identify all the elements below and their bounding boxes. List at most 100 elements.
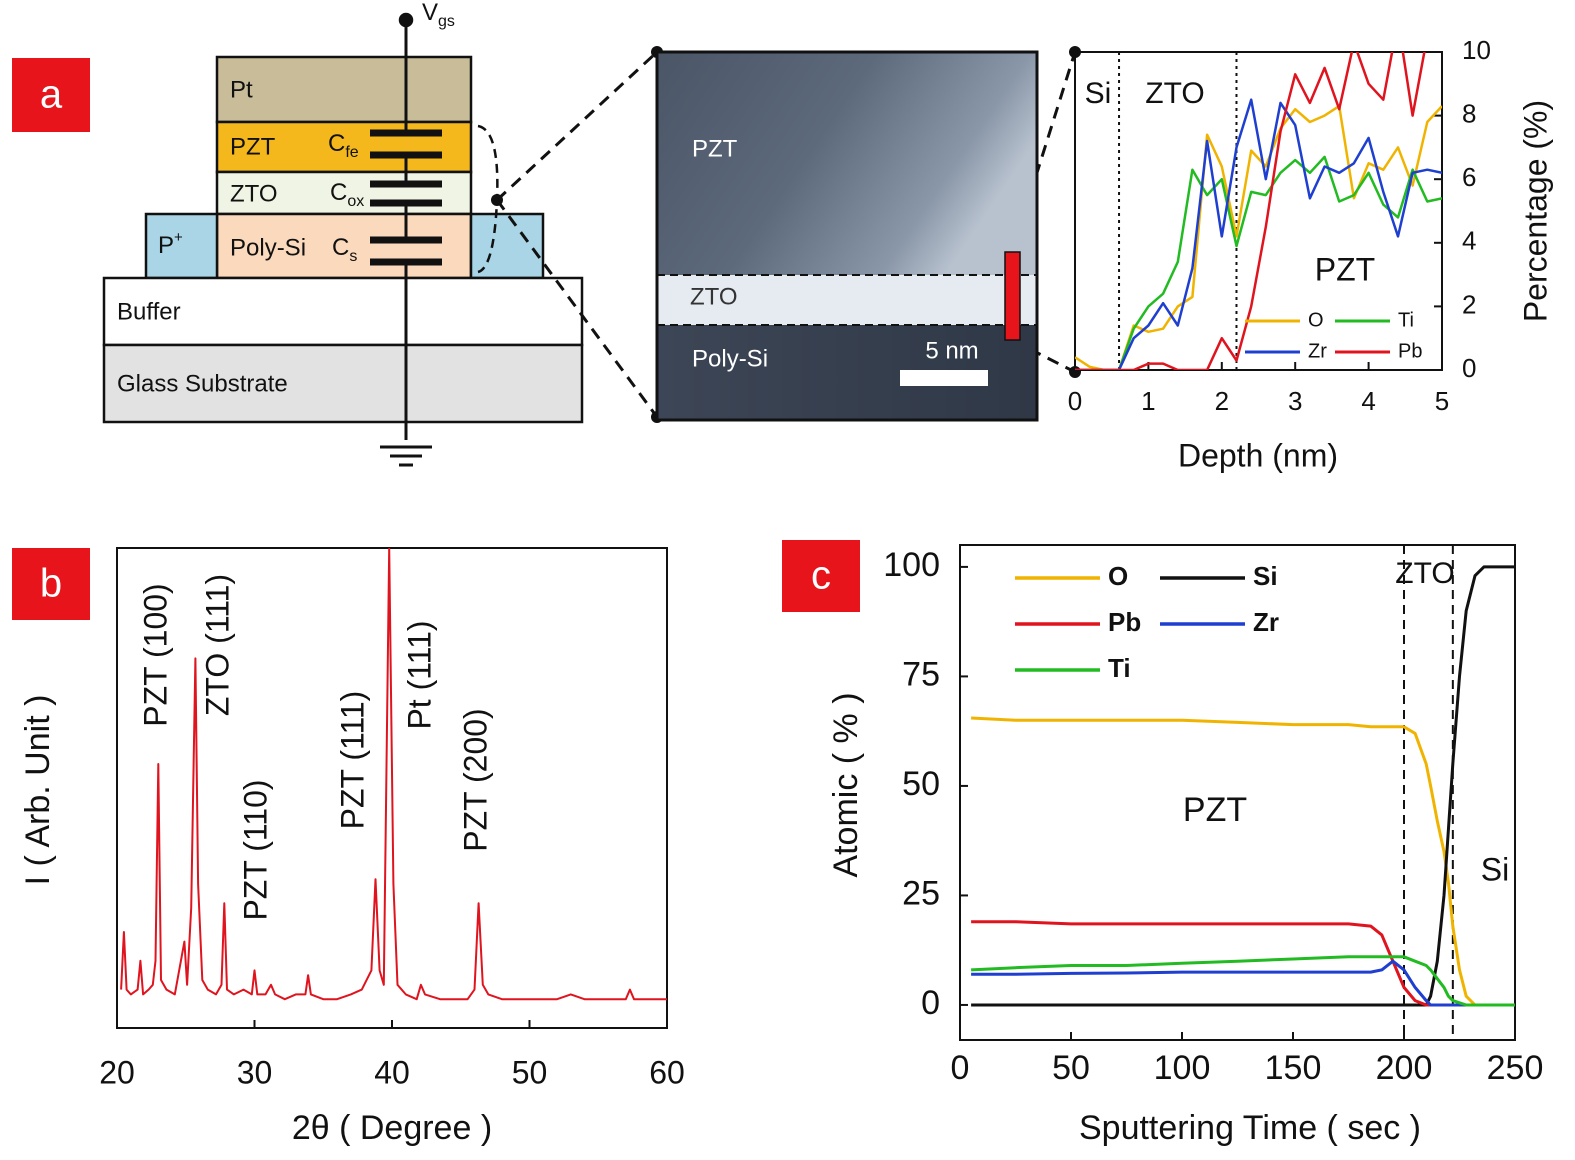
y-axis-label: I ( Arb. Unit ) xyxy=(19,695,57,886)
y-tick-label: 0 xyxy=(921,984,940,1022)
data-line xyxy=(1075,98,1442,370)
legend-label: O xyxy=(1108,561,1128,591)
x-axis-label: Depth (nm) xyxy=(1178,437,1338,473)
layer-pt xyxy=(215,55,473,124)
y-tick-label: 0 xyxy=(1462,353,1476,383)
cap-sub: s xyxy=(349,248,357,265)
annotation: PZT (100) xyxy=(137,583,173,726)
panel-label-box xyxy=(12,548,90,620)
layer-label: Poly-Si xyxy=(230,234,306,261)
layer-label: Pt xyxy=(230,76,253,103)
annotation: PZT (110) xyxy=(237,779,273,920)
data-line xyxy=(1075,52,1426,370)
x-axis-label: 2θ ( Degree ) xyxy=(292,1109,492,1147)
data-line xyxy=(971,920,1515,1007)
legend-label: Ti xyxy=(1398,309,1414,331)
annotation: Pt (111) xyxy=(401,620,437,729)
annotation: PZT (111) xyxy=(334,691,370,830)
panel-label: a xyxy=(40,73,63,117)
x-tick-label: 100 xyxy=(1154,1049,1211,1087)
panel-label-box xyxy=(12,58,90,132)
x-tick-label: 40 xyxy=(374,1054,410,1090)
layer-label: PZT xyxy=(230,133,276,160)
legend-label: O xyxy=(1308,309,1324,331)
p-main: P xyxy=(158,232,174,259)
y-tick-label: 6 xyxy=(1462,162,1476,192)
cap-main: C xyxy=(330,179,347,206)
tem-interface xyxy=(657,274,1037,326)
cap-sub: ox xyxy=(347,193,364,210)
capacitor-label: Cox xyxy=(330,179,364,210)
y-tick-label: 25 xyxy=(902,874,940,912)
y-axis-label: Atomic ( % ) xyxy=(827,692,865,877)
data-line xyxy=(971,565,1515,1007)
x-tick-label: 0 xyxy=(1068,386,1082,416)
x-tick-label: 200 xyxy=(1376,1049,1433,1087)
x-tick-label: 50 xyxy=(1052,1049,1090,1087)
annotation: Si xyxy=(1481,851,1509,887)
capacitor-label: Cs xyxy=(332,234,357,265)
scale-bar-label: 5 nm xyxy=(925,337,978,364)
device-diagram xyxy=(102,12,584,467)
x-tick-label: 1 xyxy=(1141,386,1155,416)
zoom-dot xyxy=(491,194,503,206)
tem-image xyxy=(655,50,1039,422)
layer-glass xyxy=(102,343,584,424)
x-tick-label: 3 xyxy=(1288,386,1302,416)
x-tick-label: 250 xyxy=(1487,1049,1544,1087)
plot-frame xyxy=(959,544,1516,1041)
cap-main: C xyxy=(328,130,345,157)
terminal-main: V xyxy=(422,0,438,26)
x-tick-label: 20 xyxy=(99,1054,135,1090)
layer-label: Glass Substrate xyxy=(117,370,288,397)
x-tick-label: 5 xyxy=(1435,386,1449,416)
y-tick-label: 10 xyxy=(1462,35,1491,65)
annotation: ZTO xyxy=(1395,557,1454,590)
legend-label: Pb xyxy=(1398,340,1422,362)
layer-buffer xyxy=(102,276,584,347)
annotation: Si xyxy=(1085,77,1112,110)
terminal-label: Vgs xyxy=(422,0,455,30)
layer-p-plus xyxy=(144,212,219,280)
plot-frame xyxy=(1074,51,1443,371)
legend-label: Zr xyxy=(1308,340,1327,362)
tem-zto xyxy=(657,275,1037,325)
layer-label: Buffer xyxy=(117,298,181,325)
cap-sub: fe xyxy=(345,144,358,161)
layer-label: P+ xyxy=(158,229,183,259)
y-tick-label: 4 xyxy=(1462,226,1476,256)
data-line xyxy=(120,548,667,1001)
legend-label: Zr xyxy=(1253,607,1279,637)
plot: 0 50 100 150 200 250 0 25 50 75 100 Sputtering Time… xyxy=(827,544,1544,1147)
panel-label: b xyxy=(40,562,62,606)
tem-label: PZT xyxy=(692,135,738,162)
tem-scan-region xyxy=(1004,251,1021,341)
tem-border xyxy=(655,50,1039,422)
legend-label: Si xyxy=(1253,561,1278,591)
zoom-line xyxy=(495,50,659,418)
data-line xyxy=(971,955,1515,1007)
x-tick-label: 0 xyxy=(951,1049,970,1087)
y-tick-label: 8 xyxy=(1462,98,1476,128)
panel-label-box xyxy=(782,540,860,612)
legend-label: Ti xyxy=(1108,653,1131,683)
x-tick-label: 150 xyxy=(1265,1049,1322,1087)
ground xyxy=(380,445,432,467)
x-tick-label: 30 xyxy=(237,1054,273,1090)
annotation: PZT xyxy=(1315,251,1375,287)
terminal-sub: gs xyxy=(438,13,455,30)
terminal-dot xyxy=(398,12,414,28)
panel-label: c xyxy=(811,554,831,598)
y-tick-label: 75 xyxy=(902,655,940,693)
capacitor-label: Cfe xyxy=(328,130,359,161)
p-sup: + xyxy=(174,229,183,246)
x-tick-label: 2 xyxy=(1215,386,1229,416)
y-tick-label: 50 xyxy=(902,765,940,803)
annotation: ZTO (111) xyxy=(199,574,235,716)
tem-label: Poly-Si xyxy=(692,345,768,372)
x-axis-label: Sputtering Time ( sec ) xyxy=(1079,1109,1421,1147)
scale-bar xyxy=(900,370,988,386)
annotation: PZT xyxy=(1183,791,1247,829)
